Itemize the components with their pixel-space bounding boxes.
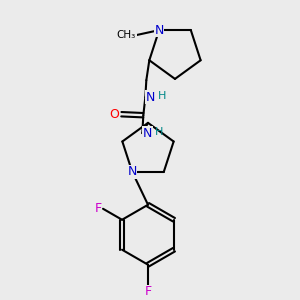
Text: F: F xyxy=(94,202,102,215)
Text: H: H xyxy=(155,127,164,137)
Text: O: O xyxy=(110,108,119,121)
Text: N: N xyxy=(146,91,155,104)
Text: N: N xyxy=(128,165,137,178)
Text: CH₃: CH₃ xyxy=(117,30,136,40)
Text: H: H xyxy=(158,91,167,101)
Text: N: N xyxy=(154,24,164,37)
Text: N: N xyxy=(142,127,152,140)
Text: F: F xyxy=(144,285,152,298)
